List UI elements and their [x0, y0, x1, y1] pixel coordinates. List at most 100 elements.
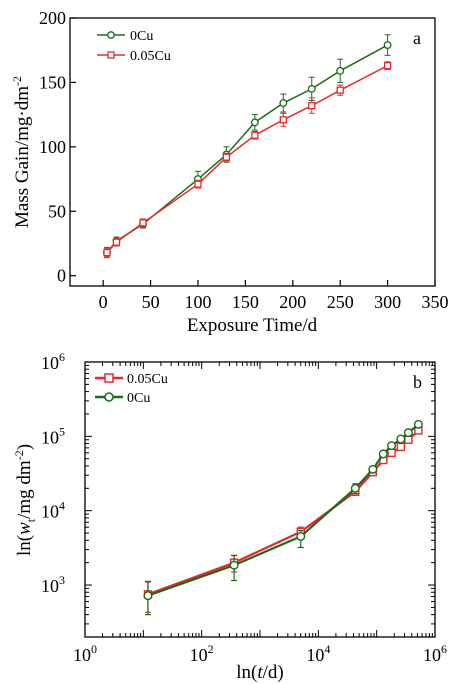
y-tick-label-150: 150 [39, 72, 66, 92]
panel-b-xlabel: ln(t/d) [236, 662, 284, 683]
data-point-005cu [222, 153, 231, 161]
x-tick-label-exponent: 0 [91, 642, 97, 656]
data-point-0cu [387, 441, 397, 451]
data-point-005cu [279, 116, 287, 124]
data-point-0cu [383, 41, 392, 50]
y-tick-label-1e5: 105 [41, 424, 65, 447]
data-point-0cu [403, 428, 413, 438]
data-point-0cu [378, 449, 388, 459]
panel-b-series [143, 419, 423, 616]
y-tick-label-50: 50 [48, 201, 66, 221]
x-tick-label-exponent: 4 [324, 642, 330, 656]
panel-a-chart: 0 50 100 150 200 250 300 350 0 50 100 150 200 0Cu 0.… [10, 8, 449, 336]
panel-a-legend: 0Cu 0.05Cu [97, 29, 171, 64]
data-point-0cu [413, 419, 423, 429]
legend-marker-0cu-b [104, 392, 114, 402]
x-tick-label-1e2: 102 [190, 642, 214, 665]
x-tick-label-exponent: 6 [441, 642, 447, 656]
panel-b-ylabel: ln(wt/mg dm-2) [12, 444, 38, 556]
panel-a-series [103, 34, 392, 259]
panel-a-frame [69, 17, 436, 287]
panel-a-ylabel: Mass Gain/mg·dm-2 [10, 76, 33, 228]
data-point-005cu [396, 442, 406, 452]
x-tick-label-1e4: 104 [306, 642, 330, 665]
legend-marker-0cu-a [107, 31, 115, 39]
x-tick-label-1e0: 100 [73, 642, 97, 665]
x-tick-label-base: 10 [306, 645, 324, 665]
y-tick-label-exponent: 5 [59, 424, 65, 438]
y-tick-label-0: 0 [57, 266, 66, 286]
x-tick-label-base: 10 [73, 645, 91, 665]
panel-b-ylabel-end: ) [14, 444, 35, 450]
x-tick-label-base: 10 [423, 645, 441, 665]
data-point-0cu [229, 560, 239, 570]
legend-label-005cu-a: 0.05Cu [130, 49, 171, 64]
panel-a-letter: a [413, 28, 421, 48]
x-tick-label-50: 50 [142, 292, 160, 312]
panel-b-xlabel-var: t [257, 662, 263, 683]
x-tick-label-1e6: 106 [423, 642, 447, 665]
panel-a-ticks: 0 50 100 150 200 250 300 350 0 50 100 150 200 [39, 8, 449, 312]
legend-label-0cu-a: 0Cu [130, 29, 153, 44]
panel-b-letter: b [413, 372, 422, 392]
panel-a-xlabel: Exposure Time/d [187, 315, 318, 336]
panel-b-ylabel-prefix: ln( [14, 535, 35, 556]
data-point-0cu [396, 434, 406, 444]
y-tick-label-exponent: 4 [59, 499, 65, 513]
data-point-005cu [383, 62, 392, 70]
series-line-0cu [106, 44, 388, 253]
y-tick-label-1e4: 104 [41, 499, 65, 522]
y-tick-label-base: 10 [41, 427, 59, 447]
data-point-005cu [387, 448, 396, 458]
data-point-005cu [194, 180, 202, 188]
y-tick-label-exponent: 3 [59, 573, 65, 587]
data-point-005cu [404, 435, 413, 444]
y-tick-label-base: 10 [41, 502, 59, 522]
y-tick-label-exponent: 6 [59, 350, 65, 364]
data-point-0cu [250, 118, 259, 127]
data-point-005cu [103, 248, 111, 257]
data-point-0cu [368, 464, 378, 474]
data-point-005cu [112, 238, 121, 246]
y-tick-label-200: 200 [39, 8, 66, 28]
data-point-0cu [336, 66, 345, 75]
y-tick-label-1e6: 106 [41, 350, 65, 373]
data-point-0cu [296, 531, 306, 541]
y-tick-label-base: 10 [41, 353, 59, 373]
data-point-0cu [307, 84, 316, 93]
panel-b-ylabel-mid: /mg dm [14, 460, 35, 519]
panel-b-ylabel-sub: t [24, 518, 38, 522]
data-point-005cu [336, 86, 344, 94]
y-tick-label-base: 10 [41, 576, 59, 596]
x-tick-label-base: 10 [190, 645, 208, 665]
panel-b-xlabel-prefix: ln( [236, 662, 257, 683]
data-point-005cu [139, 219, 147, 227]
x-tick-label-exponent: 2 [208, 642, 214, 656]
x-tick-label-250: 250 [327, 292, 354, 312]
legend-marker-005cu-a [107, 51, 115, 59]
legend-marker-005cu-b [104, 373, 114, 383]
data-point-005cu [308, 101, 316, 110]
x-tick-label-350: 350 [422, 292, 449, 312]
legend-label-005cu-b: 0.05Cu [127, 372, 168, 387]
series-line-005cu [106, 65, 388, 254]
data-point-0cu [143, 591, 153, 601]
data-point-0cu [350, 483, 360, 493]
y-tick-label-100: 100 [39, 137, 66, 157]
x-tick-label-100: 100 [184, 292, 211, 312]
panel-a-ylabel-sup: -2 [10, 76, 24, 86]
y-tick-label-1e3: 103 [41, 573, 65, 596]
series-line-005cu [147, 429, 420, 596]
panel-b-ylabel-sup: -2 [12, 450, 26, 460]
legend-label-0cu-b: 0Cu [127, 391, 150, 406]
data-point-0cu [279, 99, 288, 107]
x-tick-label-200: 200 [279, 292, 306, 312]
series-line-0cu [147, 423, 420, 597]
panel-a-ylabel-main: Mass Gain/mg·dm [12, 86, 33, 228]
panel-b-ylabel-var: w [14, 522, 35, 535]
panel-b-legend: 0.05Cu 0Cu [95, 372, 168, 406]
x-tick-label-150: 150 [232, 292, 259, 312]
